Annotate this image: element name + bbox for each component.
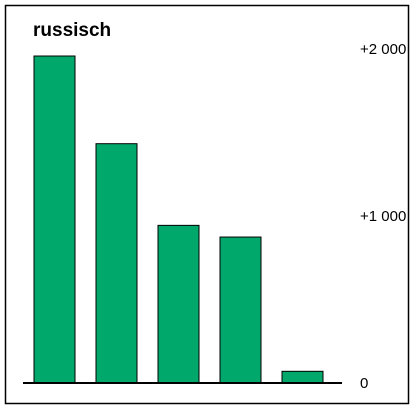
chart-frame bbox=[4, 4, 410, 405]
bar-2 bbox=[95, 143, 138, 384]
y-tick-label-1: +2 000 bbox=[360, 41, 406, 58]
bar-1 bbox=[33, 55, 76, 384]
bars-group bbox=[33, 55, 324, 384]
chart-title: russisch bbox=[33, 20, 111, 41]
y-tick-labels: +2 000 +1 000 0 bbox=[360, 41, 406, 392]
bar-5 bbox=[281, 370, 324, 384]
y-tick-label-2: +1 000 bbox=[360, 208, 406, 225]
bar-3 bbox=[157, 224, 200, 384]
bar-4 bbox=[219, 236, 262, 384]
y-tick-label-3: 0 bbox=[360, 375, 368, 392]
